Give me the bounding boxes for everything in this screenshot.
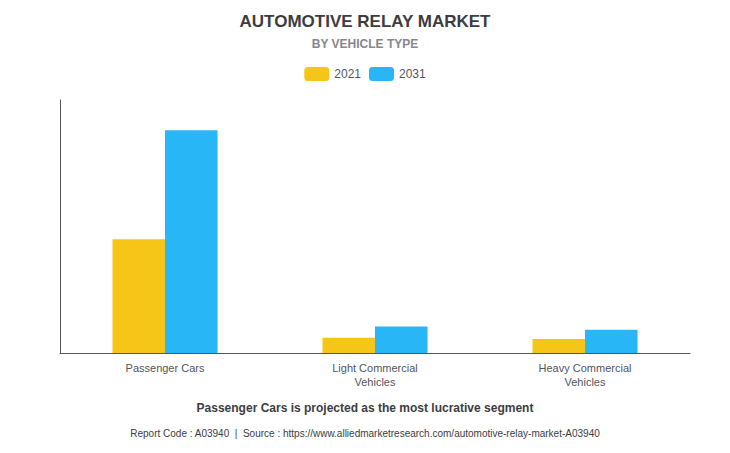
svg-text:Passenger Cars is projected as: Passenger Cars is projected as the most …: [197, 401, 534, 415]
svg-text:2021: 2021: [334, 67, 361, 81]
svg-text:AUTOMOTIVE RELAY MARKET: AUTOMOTIVE RELAY MARKET: [240, 12, 492, 31]
svg-text:Report Code : A03940 | Sourc: Report Code : A03940 | Source : https://…: [130, 428, 600, 439]
svg-text:Vehicles: Vehicles: [565, 376, 606, 388]
svg-text:Vehicles: Vehicles: [355, 376, 396, 388]
svg-text:Passenger Cars: Passenger Cars: [126, 362, 205, 374]
svg-text:2031: 2031: [399, 67, 426, 81]
svg-text:BY VEHICLE TYPE: BY VEHICLE TYPE: [312, 37, 418, 51]
svg-text:Light Commercial: Light Commercial: [332, 362, 418, 374]
svg-text:Heavy Commercial: Heavy Commercial: [539, 362, 632, 374]
